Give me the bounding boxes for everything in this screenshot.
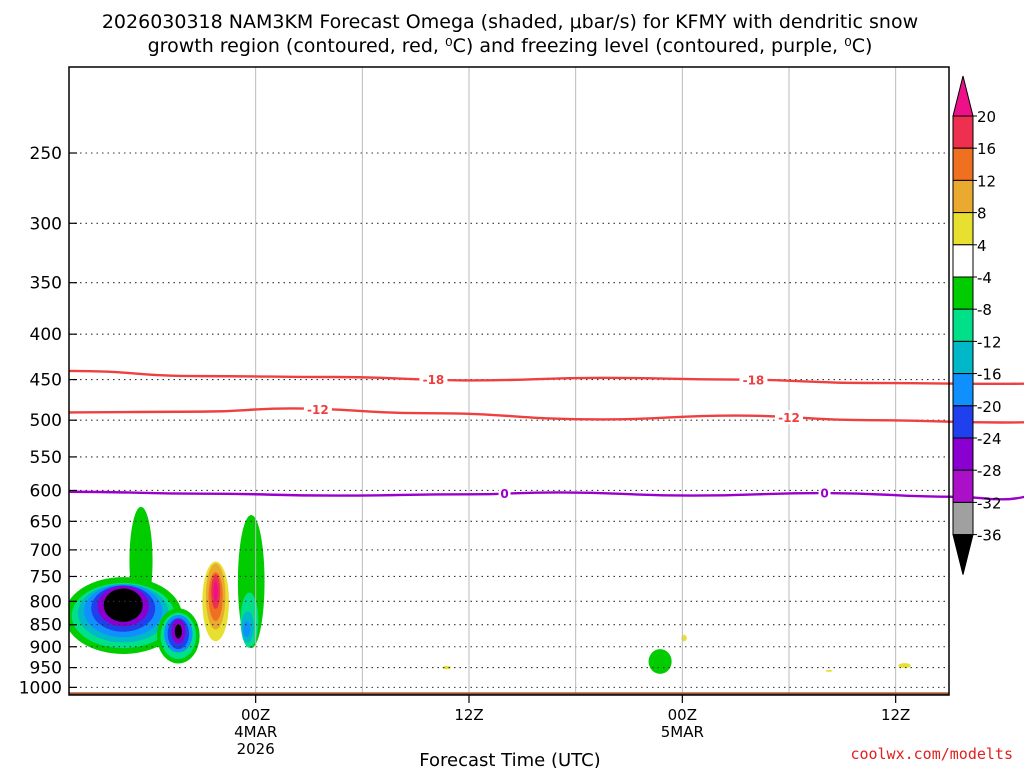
colorbar-label-10: -24	[977, 430, 1002, 448]
ground-bar	[69, 692, 949, 695]
colorbar-bin-2	[952, 147, 974, 181]
contour-line--18	[68, 369, 1024, 386]
contour-label-bg-0-1	[739, 373, 768, 388]
xtick-label-78-0: 12Z	[881, 706, 910, 724]
colorbar-top-arrow	[952, 75, 974, 117]
omega-blob-26	[825, 669, 833, 672]
colorbar-bin-11	[952, 437, 974, 471]
omega-blob-18	[213, 581, 218, 602]
colorbar-label-1: 16	[977, 140, 996, 158]
contour-line-0	[68, 490, 1024, 501]
ytick-label-900: 900	[30, 638, 62, 658]
chart-title-line-1: 2026030318 NAM3KM Forecast Omega (shaded…	[102, 11, 918, 33]
colorbar-bin-10	[952, 405, 974, 439]
x-axis-label: Forecast Time (UTC)	[419, 750, 600, 768]
contour-label-bg-0-0	[419, 372, 448, 387]
contour-label-bg-2-1	[818, 486, 831, 501]
colorbar-label-4: 4	[977, 237, 987, 255]
colorbar-label-12: -32	[977, 494, 1002, 512]
contour-label--18: -18	[743, 374, 765, 388]
chart-title-line-2: growth region (contoured, red, ⁰C) and f…	[148, 35, 873, 57]
ytick-label-750: 750	[30, 567, 62, 587]
colorbar-bin-1	[952, 115, 974, 149]
ytick-label-800: 800	[30, 592, 62, 612]
credit-text[interactable]: coolwx.com/modelts	[850, 745, 1013, 763]
ytick-label-250: 250	[30, 144, 62, 164]
omega-shading	[69, 506, 911, 674]
omega-blob-24	[648, 649, 672, 674]
colorbar-label-2: 12	[977, 172, 996, 190]
colorbar-bin-7	[952, 308, 974, 342]
colorbar-label-7: -12	[977, 333, 1002, 351]
xtick-label-30-0: 12Z	[454, 706, 483, 724]
ytick-label-400: 400	[30, 325, 62, 345]
xtick-label-6-0: 00Z	[241, 706, 270, 724]
contour-label--12: -12	[307, 403, 329, 417]
colorbar-label-6: -8	[977, 301, 992, 319]
colorbar-bin-12	[952, 469, 974, 503]
chart-title: 2026030318 NAM3KM Forecast Omega (shaded…	[102, 11, 918, 57]
omega-blob-27	[898, 663, 911, 669]
ytick-label-450: 450	[30, 371, 62, 391]
contour-label-bg-1-0	[303, 402, 332, 417]
omega-blob-7	[103, 588, 143, 622]
contour-label--18: -18	[423, 373, 445, 387]
xtick-label-54-0: 00Z	[668, 706, 697, 724]
colorbar: 20 16 12 8 4 -4 -8 -12 -16 -20 -24 -28 -32 -36	[952, 75, 1002, 575]
contour-label-bg-1-1	[775, 410, 803, 425]
ytick-label-950: 950	[30, 659, 62, 679]
colorbar-bin-13	[952, 501, 974, 536]
colorbar-label-8: -16	[977, 366, 1002, 384]
colorbar-bottom-arrow	[952, 534, 974, 575]
colorbar-bin-9	[952, 373, 974, 407]
omega-blob-22	[243, 621, 251, 638]
xtick-label-6-1: 4MAR	[234, 723, 277, 741]
xtick-label-6-2: 2026	[237, 740, 275, 758]
ytick-label-850: 850	[30, 616, 62, 636]
colorbar-bin-6	[952, 276, 974, 310]
colorbar-bin-5	[952, 244, 974, 278]
colorbar-label-5: -4	[977, 269, 992, 287]
contour-label-0: 0	[500, 487, 508, 501]
xtick-label-54-1: 5MAR	[661, 723, 704, 741]
contour-label--12: -12	[778, 411, 800, 425]
contour-label-0: 0	[820, 487, 828, 501]
omega-blob-13	[174, 624, 182, 639]
ytick-label-300: 300	[30, 214, 62, 234]
colorbar-bin-3	[952, 179, 974, 214]
colorbar-label-9: -20	[977, 398, 1002, 416]
ytick-label-1000: 1000	[19, 678, 62, 698]
plot-frame	[68, 66, 950, 696]
ytick-label-600: 600	[30, 481, 62, 501]
temperature-contours: -18-18-18-12-12-12000	[68, 369, 1024, 501]
ytick-label-550: 550	[30, 448, 62, 468]
omega-blob-23	[442, 665, 452, 670]
ytick-label-350: 350	[30, 274, 62, 294]
ytick-label-500: 500	[30, 411, 62, 431]
pressure-axis: 2503003504004505005506006507007508008509…	[19, 144, 77, 698]
time-axis: 00Z4MAR202612Z00Z5MAR12Z00Z6MAR	[234, 695, 910, 758]
contour-label-bg-2-0	[498, 486, 511, 501]
contour-line--12	[68, 407, 1024, 424]
colorbar-bin-8	[952, 340, 974, 375]
ytick-label-700: 700	[30, 541, 62, 561]
colorbar-label-11: -28	[977, 462, 1002, 480]
colorbar-label-3: 8	[977, 205, 987, 223]
colorbar-bin-4	[952, 212, 974, 246]
colorbar-label-13: -36	[977, 527, 1002, 545]
colorbar-label-0: 20	[977, 108, 996, 126]
ytick-label-650: 650	[30, 512, 62, 532]
